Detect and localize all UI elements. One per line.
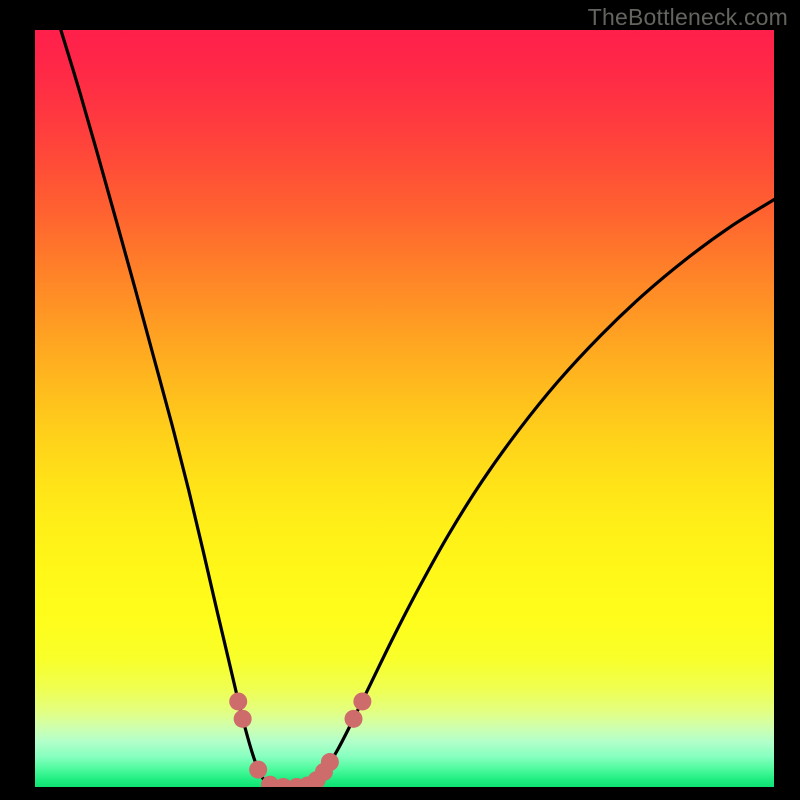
marker-point	[353, 692, 371, 710]
chart-svg	[35, 30, 774, 787]
marker-point	[249, 761, 267, 779]
marker-point	[321, 753, 339, 771]
marker-point	[345, 710, 363, 728]
plot-area	[35, 30, 774, 787]
marker-point	[234, 710, 252, 728]
watermark-text: TheBottleneck.com	[588, 4, 788, 31]
marker-point	[229, 692, 247, 710]
chart-frame: TheBottleneck.com	[0, 0, 800, 800]
gradient-background	[35, 30, 774, 787]
